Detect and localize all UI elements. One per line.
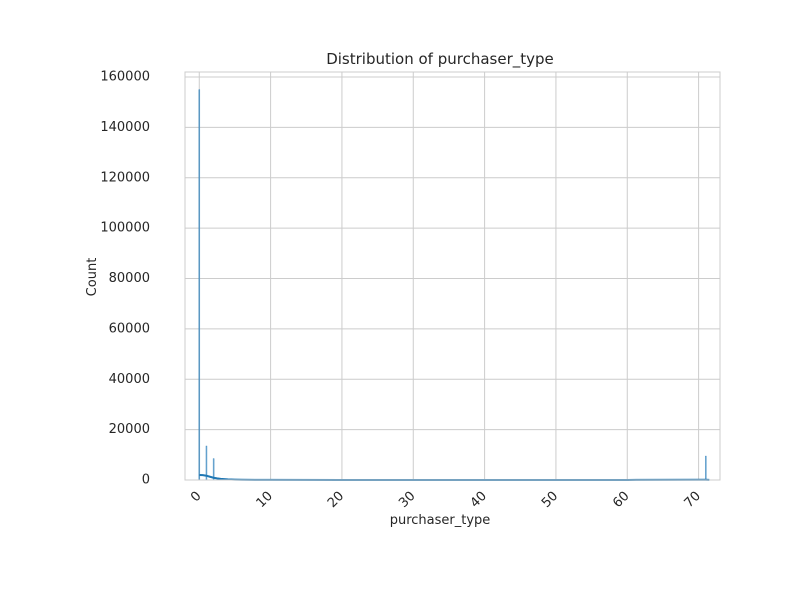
x-tick-label: 30	[396, 489, 418, 511]
x-tick-label: 10	[254, 489, 276, 511]
chart-title: Distribution of purchaser_type	[326, 50, 554, 69]
x-tick-labels: 0 10 20 30 40 50 60 70	[188, 489, 704, 511]
y-tick-label: 120000	[100, 170, 150, 185]
y-tick-label: 0	[142, 473, 150, 488]
x-tick-label: 40	[468, 489, 490, 511]
kde-curve-layer	[199, 473, 710, 481]
histogram-bar	[198, 89, 201, 481]
histogram-bars	[198, 89, 707, 481]
y-tick-label: 40000	[109, 372, 150, 387]
y-tick-label: 140000	[100, 120, 150, 135]
grid-lines	[185, 72, 720, 481]
plot-frame	[184, 71, 721, 481]
y-tick-label: 160000	[100, 70, 150, 85]
y-tick-label: 60000	[109, 321, 150, 336]
y-tick-label: 20000	[109, 422, 150, 437]
x-tick-label: 0	[188, 489, 204, 505]
x-tick-label: 70	[682, 489, 704, 511]
y-tick-labels: 0 20000 40000 60000 80000 100000 120000 140000 1…	[100, 70, 150, 488]
x-tick-label: 60	[610, 489, 632, 511]
histogram-bar	[705, 455, 707, 481]
x-axis-title: purchaser_type	[390, 513, 491, 528]
x-tick-label: 50	[539, 489, 561, 511]
y-axis-title: Count	[85, 258, 100, 297]
y-tick-label: 80000	[109, 271, 150, 286]
x-tick-label: 20	[325, 489, 347, 511]
y-tick-label: 100000	[100, 221, 150, 236]
kde-curve	[199, 473, 710, 481]
